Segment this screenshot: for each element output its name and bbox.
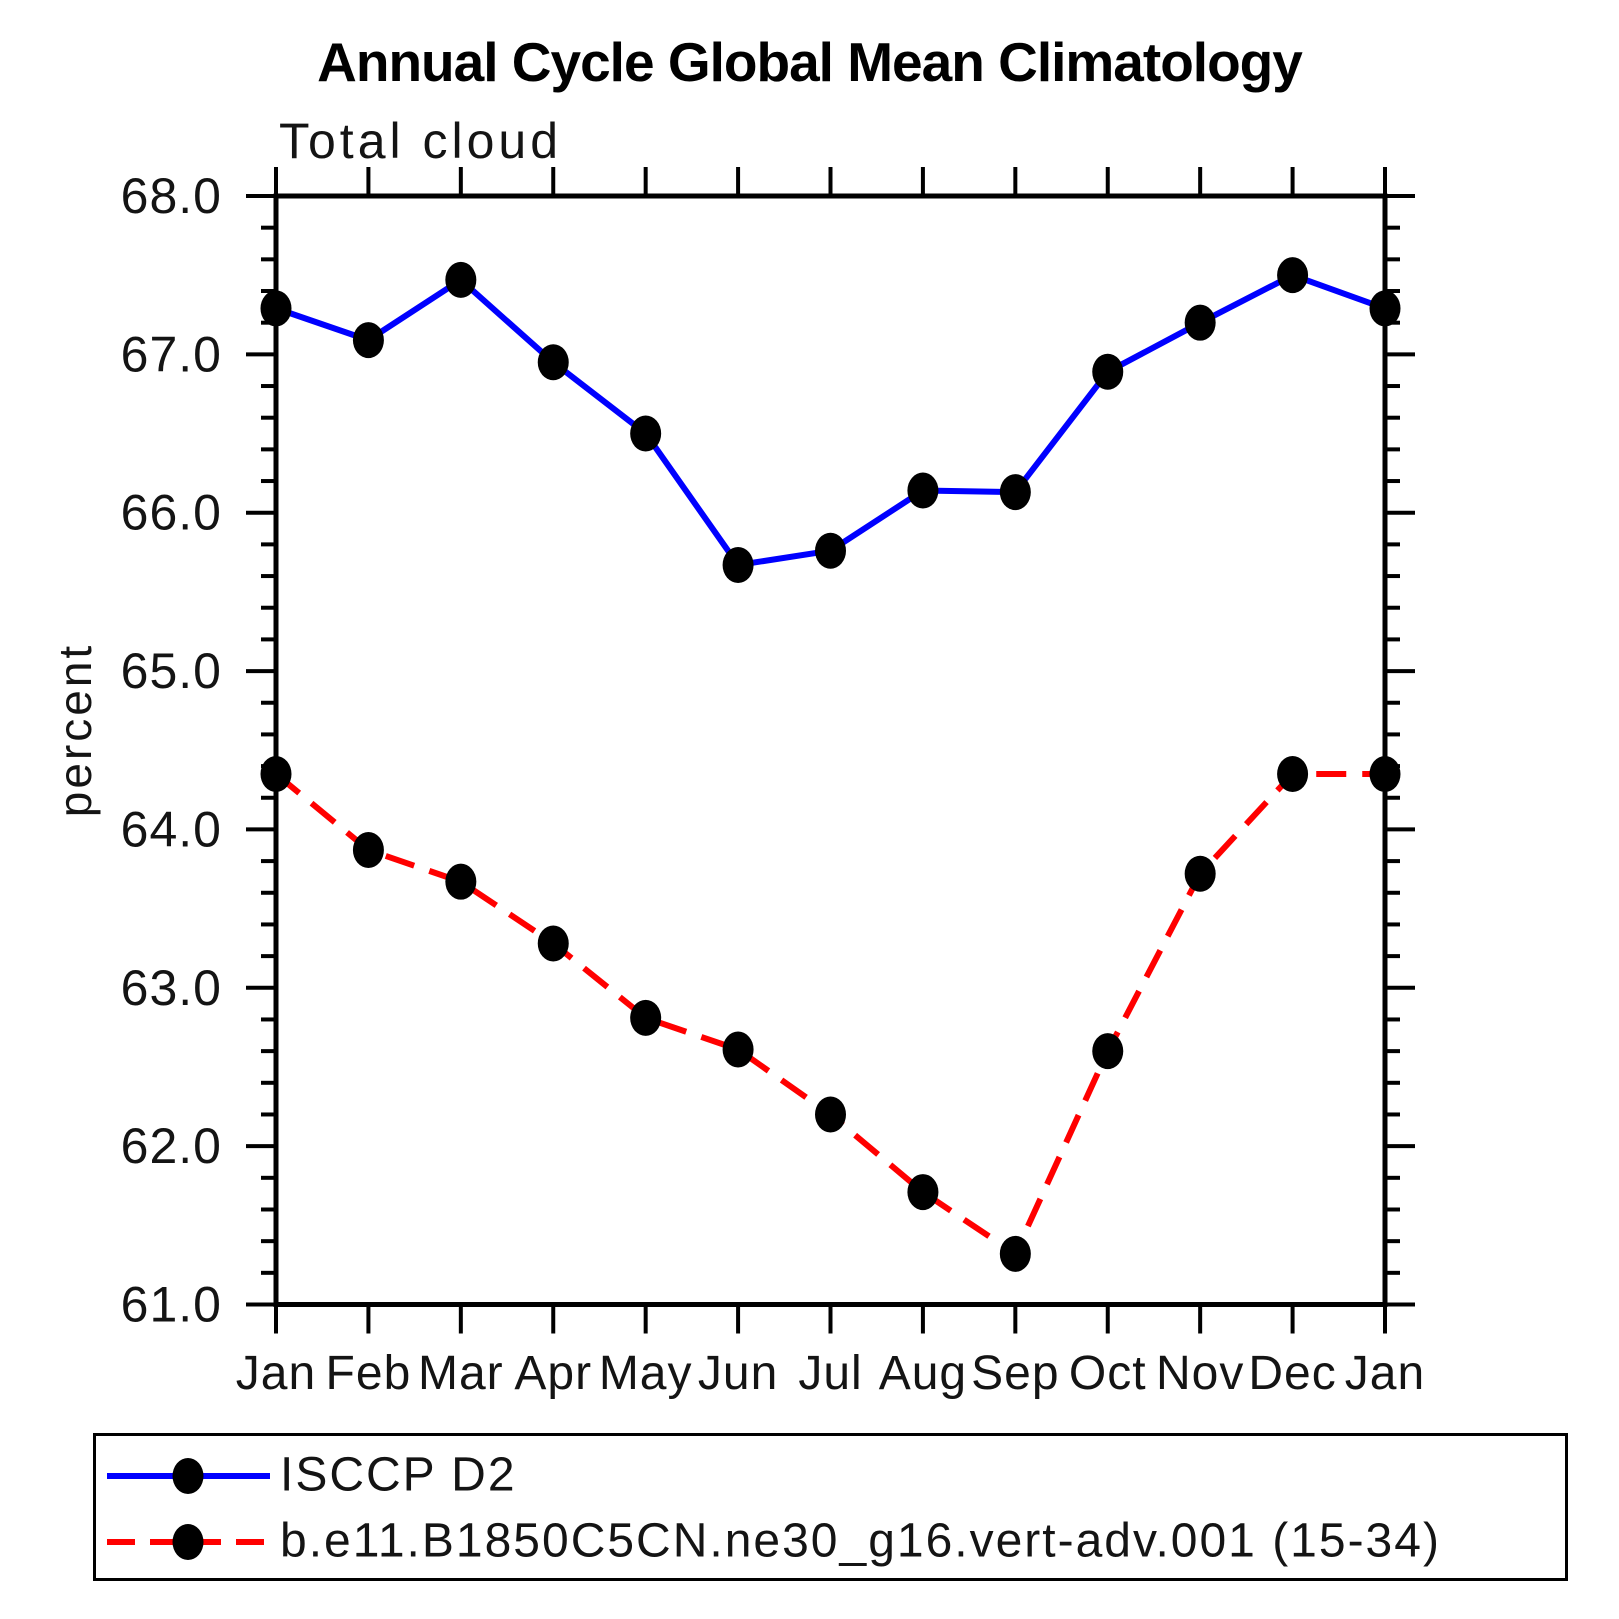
x-axis-month-label: Dec <box>1248 1347 1336 1400</box>
chart-subtitle: Total cloud <box>279 113 563 169</box>
legend-line-sample-dashed-red <box>107 1524 270 1560</box>
legend-label-model-run: b.e11.B1850C5CN.ne30_g16.vert-adv.001 (1… <box>280 1514 1441 1568</box>
data-point-marker-series-0 <box>352 322 384 359</box>
y-axis-tick-label: 64.0 <box>121 801 222 857</box>
x-axis-month-label: Jun <box>698 1347 778 1400</box>
data-point-marker-series-0 <box>1092 353 1124 390</box>
chart-title: Annual Cycle Global Mean Climatology <box>317 31 1303 93</box>
data-point-marker-series-1 <box>907 1174 939 1211</box>
data-point-marker-series-0 <box>1277 257 1309 294</box>
data-point-marker-series-0 <box>722 546 754 583</box>
data-point-marker-series-1 <box>630 999 662 1036</box>
series-line-1 <box>274 771 1385 1257</box>
data-point-marker-series-0 <box>815 532 846 569</box>
legend-label-isccp-d2: ISCCP D2 <box>280 1448 517 1502</box>
x-axis-month-label: May <box>599 1347 693 1400</box>
x-axis-month-label: Jul <box>798 1347 862 1400</box>
data-point-marker-series-0 <box>1184 304 1216 341</box>
x-axis-month-label: Sep <box>971 1347 1059 1400</box>
data-point-marker-series-1 <box>815 1096 846 1133</box>
x-axis-month-label: Jan <box>1345 1347 1425 1400</box>
plot-frame <box>273 193 1388 1307</box>
x-axis-month-label: Oct <box>1069 1347 1147 1400</box>
x-axis-month-label: Jan <box>236 1347 316 1400</box>
data-point-marker-series-0 <box>1369 290 1401 327</box>
data-point-marker-series-1 <box>999 1235 1031 1272</box>
legend-line-sample-solid-blue <box>107 1458 270 1494</box>
data-point-marker-series-0 <box>907 472 939 509</box>
data-point-marker-series-1 <box>260 756 292 793</box>
data-point-marker-series-0 <box>999 474 1031 511</box>
y-axis-tick-label: 61.0 <box>121 1277 222 1333</box>
y-axis-tick-label: 65.0 <box>121 643 222 699</box>
legend-entry-model-run: b.e11.B1850C5CN.ne30_g16.vert-adv.001 (1… <box>96 1514 1565 1567</box>
data-point-marker-series-1 <box>722 1031 754 1068</box>
y-axis-tick-label: 67.0 <box>121 326 222 382</box>
y-axis-tick-label: 68.0 <box>121 168 222 224</box>
legend-entry-isccp-d2: ISCCP D2 <box>96 1448 1565 1501</box>
data-point-marker-series-0 <box>260 290 292 327</box>
data-point-marker-series-1 <box>1092 1033 1124 1070</box>
legend-sample-marker-0 <box>172 1458 204 1494</box>
x-axis-month-label: Aug <box>879 1347 967 1400</box>
data-point-marker-series-1 <box>1369 756 1401 793</box>
data-point-marker-series-1 <box>352 832 384 869</box>
data-point-marker-series-0 <box>445 261 477 298</box>
x-axis-month-label: Feb <box>326 1347 412 1400</box>
x-axis-month-label: Nov <box>1156 1347 1244 1400</box>
x-axis-month-label: Apr <box>514 1347 592 1400</box>
legend-sample-marker-1 <box>172 1524 204 1560</box>
data-point-marker-series-1 <box>1184 855 1216 892</box>
data-point-marker-series-0 <box>537 344 569 381</box>
x-axis-month-label: Mar <box>418 1347 504 1400</box>
y-axis-tick-label: 66.0 <box>121 485 222 541</box>
data-point-marker-series-0 <box>630 415 662 452</box>
data-point-marker-series-1 <box>537 925 569 962</box>
data-point-marker-series-1 <box>1277 756 1309 793</box>
data-point-marker-series-1 <box>445 863 477 900</box>
series-line-0 <box>275 272 1387 568</box>
y-axis-tick-label: 62.0 <box>121 1118 222 1174</box>
y-axis-tick-label: 63.0 <box>121 960 222 1016</box>
legend-box: ISCCP D2 b.e11.B1850C5CN.ne30_g16.vert-a… <box>93 1433 1568 1581</box>
